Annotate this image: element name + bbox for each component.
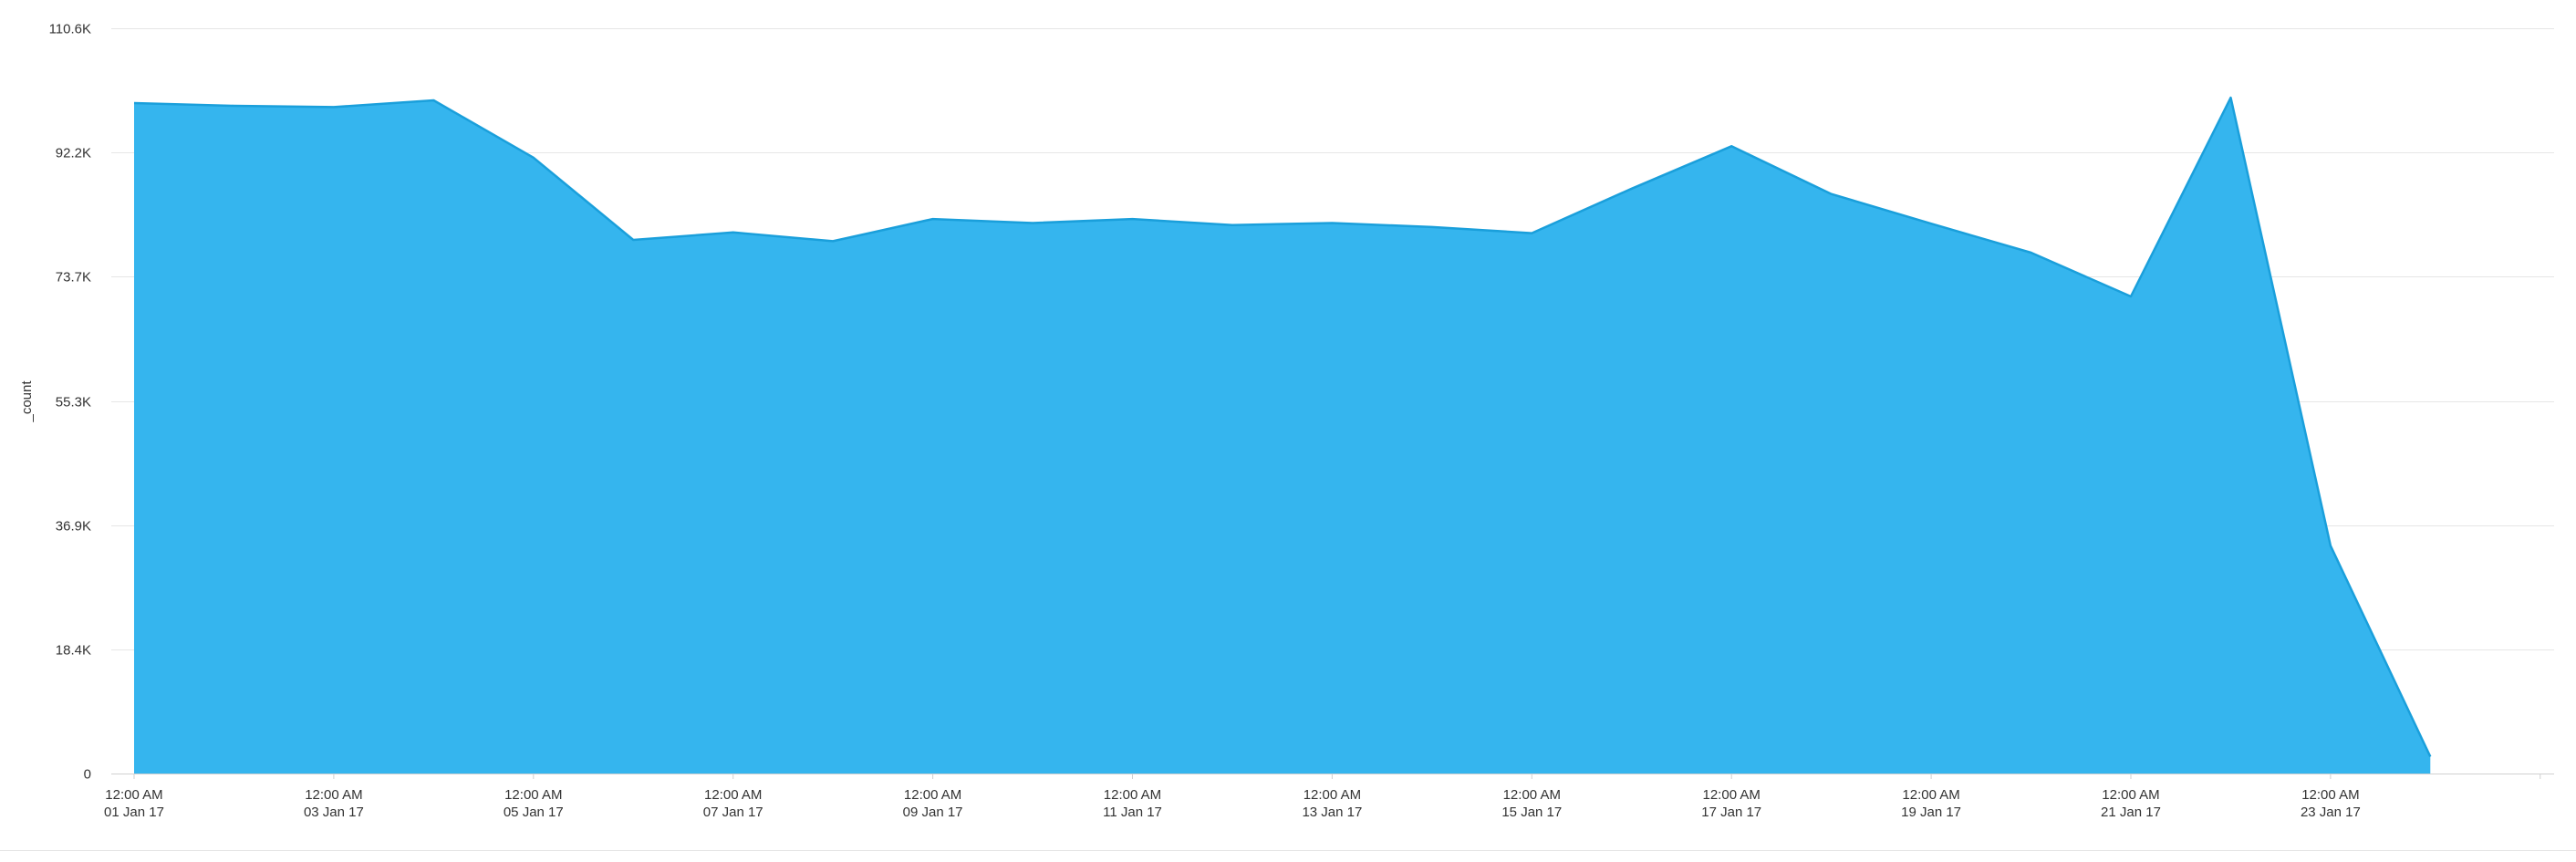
- x-tick-date: 01 Jan 17: [104, 805, 164, 820]
- data-point[interactable]: [232, 104, 235, 108]
- data-point[interactable]: [1929, 222, 1933, 225]
- x-tick-time: 12:00 AM: [504, 787, 562, 803]
- x-tick-time: 12:00 AM: [1304, 787, 1361, 803]
- data-point[interactable]: [431, 99, 435, 102]
- data-point[interactable]: [831, 239, 835, 243]
- x-tick-time: 12:00 AM: [2301, 787, 2359, 803]
- x-tick-date: 19 Jan 17: [1901, 805, 1961, 820]
- data-point[interactable]: [532, 156, 535, 160]
- y-tick-label: 92.2K: [56, 146, 91, 161]
- x-tick-time: 12:00 AM: [1703, 787, 1761, 803]
- x-tick-time: 12:00 AM: [1503, 787, 1561, 803]
- y-tick-label: 73.7K: [56, 270, 91, 286]
- y-tick-label: 0: [84, 767, 91, 783]
- x-axis-ticks: 12:00 AM 01 Jan 17 12:00 AM 03 Jan 17 12:00 …: [104, 774, 2541, 820]
- data-point[interactable]: [2329, 544, 2332, 547]
- x-tick-time: 12:00 AM: [704, 787, 762, 803]
- x-tick-time: 12:00 AM: [305, 787, 362, 803]
- x-tick-date: 11 Jan 17: [1103, 805, 1162, 820]
- data-point[interactable]: [332, 105, 336, 109]
- data-point[interactable]: [1430, 225, 1434, 229]
- x-tick-time: 12:00 AM: [904, 787, 961, 803]
- area-series: [132, 96, 2432, 774]
- data-point[interactable]: [2428, 755, 2432, 759]
- data-point[interactable]: [1729, 144, 1733, 148]
- x-tick-date: 15 Jan 17: [1501, 805, 1562, 820]
- x-tick-time: 12:00 AM: [1902, 787, 1959, 803]
- data-point[interactable]: [2030, 251, 2033, 254]
- x-tick-date: 13 Jan 17: [1302, 805, 1362, 820]
- data-point[interactable]: [732, 231, 735, 234]
- x-tick-date: 23 Jan 17: [2301, 805, 2361, 820]
- y-tick-label: 110.6K: [49, 22, 91, 37]
- area-line: [133, 96, 2432, 758]
- y-tick-label: 18.4K: [56, 643, 91, 659]
- data-point[interactable]: [2129, 295, 2133, 298]
- data-point[interactable]: [1231, 223, 1234, 227]
- x-tick-time: 12:00 AM: [1104, 787, 1161, 803]
- area-fill: [134, 98, 2431, 774]
- bottom-divider: [0, 850, 2576, 851]
- data-point[interactable]: [1031, 222, 1034, 225]
- data-point[interactable]: [1530, 232, 1533, 235]
- x-tick-date: 03 Jan 17: [304, 805, 364, 820]
- x-tick-date: 09 Jan 17: [903, 805, 963, 820]
- x-tick-time: 12:00 AM: [105, 787, 162, 803]
- data-point[interactable]: [1630, 187, 1634, 191]
- data-point[interactable]: [931, 217, 935, 221]
- y-tick-label: 55.3K: [56, 395, 91, 410]
- data-point[interactable]: [1131, 217, 1135, 221]
- data-point[interactable]: [2229, 96, 2233, 99]
- data-point[interactable]: [132, 101, 136, 105]
- x-tick-date: 05 Jan 17: [504, 805, 564, 820]
- data-point[interactable]: [1330, 222, 1334, 225]
- x-tick-time: 12:00 AM: [2102, 787, 2159, 803]
- x-tick-date: 07 Jan 17: [703, 805, 763, 820]
- data-point[interactable]: [1830, 192, 1833, 196]
- x-tick-date: 17 Jan 17: [1701, 805, 1761, 820]
- data-point[interactable]: [631, 238, 635, 242]
- y-axis-title: _count: [19, 380, 35, 423]
- x-tick-date: 21 Jan 17: [2101, 805, 2161, 820]
- y-tick-label: 36.9K: [56, 519, 91, 535]
- y-axis-ticks: 0 18.4K 36.9K 55.3K 73.7K 92.2K 110.6K: [49, 22, 91, 783]
